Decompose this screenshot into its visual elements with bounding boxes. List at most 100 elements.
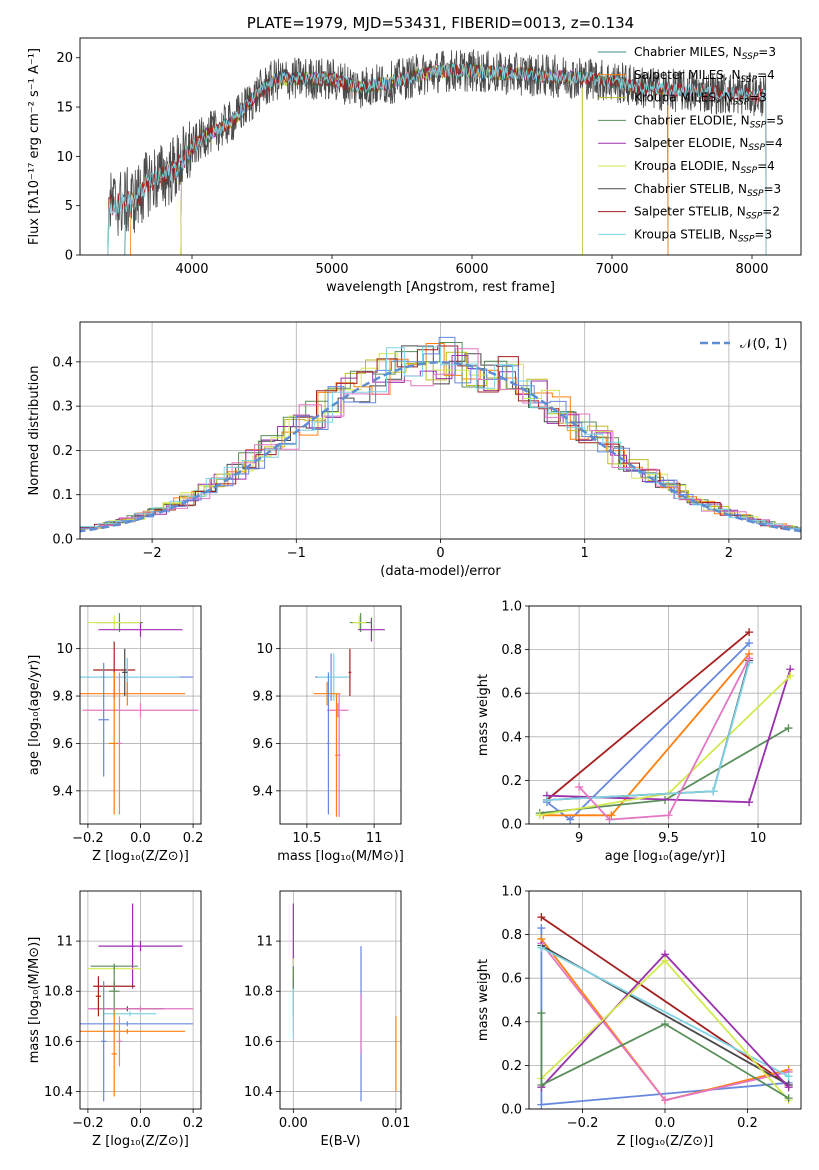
y-tick-label: 0.1 — [52, 488, 73, 503]
axes-frame — [79, 605, 202, 825]
weight-marker — [745, 639, 754, 648]
y-tick-label: 10.4 — [244, 1085, 273, 1100]
x-axis-label: E(B-V) — [320, 1134, 360, 1149]
y-tick-label: 0.6 — [501, 972, 522, 987]
weight-marker — [661, 1019, 669, 1028]
errorbar-point — [98, 941, 183, 952]
legend-entry: Kroupa ELODIE, NSSP=4 — [634, 159, 775, 176]
spectrum-series-line — [107, 62, 767, 255]
weight-series-line — [540, 916, 790, 1086]
weight-series-line — [540, 1013, 790, 1099]
y-tick-label: 10.6 — [244, 1035, 273, 1050]
y-tick-label: 10 — [56, 642, 73, 657]
plot-area — [537, 913, 793, 1109]
weight-marker — [784, 1072, 793, 1081]
weight-marker — [745, 628, 754, 637]
weight-marker — [537, 924, 546, 933]
panel-weight_vs_Z: −0.2 0.0 0.2 0.0 0.2 0.4 0.6 0.8 1.0 Z [log₁₀(Z/Z… — [476, 885, 802, 1149]
y-tick-label: 0.2 — [501, 774, 522, 789]
weight-marker — [537, 913, 546, 922]
y-tick-label: 1.0 — [501, 600, 522, 615]
histogram-line — [80, 346, 801, 531]
x-tick-label: 0.0 — [130, 831, 151, 846]
legend-entry: Kroupa STELIB, NSSP=3 — [634, 227, 772, 244]
plot-area — [535, 628, 795, 824]
weight-marker — [745, 798, 754, 807]
histogram-line — [80, 345, 801, 532]
weight-series-line — [546, 631, 750, 801]
weight-marker — [607, 811, 616, 820]
axes-frame — [528, 605, 802, 825]
x-tick-label: 0 — [436, 546, 444, 561]
weight-marker — [784, 724, 793, 733]
legend-entry: Salpeter MILES, NSSP=4 — [634, 68, 775, 85]
y-tick-label: 20 — [56, 51, 73, 66]
x-tick-label: 0.0 — [130, 1116, 151, 1131]
y-tick-label: 9.4 — [252, 784, 273, 799]
panel-age_vs_mass: 10.5 11 9.4 9.6 9.8 10 mass [log₁₀(M/M⊙)] — [252, 605, 404, 864]
weight-marker — [661, 956, 669, 965]
x-tick-label: 0.2 — [183, 831, 204, 846]
x-tick-label: −0.2 — [567, 1116, 599, 1131]
y-tick-label: 9.8 — [52, 690, 73, 705]
x-tick-label: −1 — [287, 546, 306, 561]
panel-residuals: −2 −1 0 1 2 0.0 0.1 0.2 0.3 0.4 (data-model)/error… — [27, 321, 802, 579]
x-tick-label: 1 — [581, 546, 589, 561]
weight-series-line — [546, 662, 750, 801]
errorbar-point — [327, 672, 330, 815]
weight-marker — [575, 782, 584, 791]
y-tick-label: 15 — [56, 101, 73, 116]
weight-series-line — [546, 642, 750, 821]
errorbar-point — [116, 672, 123, 815]
errorbar-point — [95, 976, 102, 1017]
x-tick-label: 10 — [750, 831, 767, 846]
errorbar-point — [80, 681, 186, 706]
y-tick-label: 10.6 — [44, 1035, 73, 1050]
panel-mass_vs_ebv: 0.00 0.01 10.4 10.6 10.8 11 E(B-V) — [244, 890, 410, 1149]
y-axis-label: age [log₁₀(age/yr)] — [27, 655, 42, 776]
errorbar-point — [103, 1011, 157, 1017]
y-tick-label: 5 — [65, 199, 73, 214]
errorbar-point — [335, 693, 338, 817]
x-axis-label: Z [log₁₀(Z/Z⊙)] — [92, 849, 189, 864]
errorbar-point — [357, 617, 385, 642]
axes-frame — [528, 890, 802, 1110]
spectrum-series-line — [180, 62, 583, 255]
weight-marker — [566, 815, 575, 824]
panel-mass_vs_Z: −0.2 0.0 0.2 10.4 10.6 10.8 11 Z [log₁₀(Z/Z⊙)] m… — [27, 890, 204, 1149]
weight-marker — [537, 1100, 546, 1109]
axes-frame — [79, 890, 202, 1110]
errorbar-point — [98, 622, 183, 637]
errorbar-point — [129, 903, 136, 989]
legend-entry: Salpeter ELODIE, NSSP=4 — [634, 136, 783, 153]
y-tick-label: 0.4 — [501, 1015, 522, 1030]
y-tick-label: 0.3 — [52, 400, 73, 415]
x-axis-label: Z [log₁₀(Z/Z⊙)] — [92, 1134, 189, 1149]
weight-marker — [661, 1096, 669, 1105]
errorbar-point — [80, 1028, 186, 1034]
y-tick-label: 0.4 — [52, 355, 73, 370]
x-tick-label: 0.00 — [279, 1116, 308, 1131]
y-tick-label: 9.6 — [52, 737, 73, 752]
plot-area — [313, 613, 385, 817]
weight-marker — [784, 1094, 793, 1103]
y-tick-label: 10.8 — [244, 985, 273, 1000]
weight-marker — [537, 1081, 546, 1090]
panel-age_vs_Z: −0.2 0.0 0.2 9.4 9.6 9.8 10 Z [log₁₀(Z/Z⊙)] age … — [27, 605, 204, 864]
plot-area — [107, 49, 767, 255]
plot-area — [292, 903, 397, 1102]
x-tick-label: 0.2 — [183, 1116, 204, 1131]
histogram-line — [80, 336, 801, 529]
plot-area — [80, 336, 801, 533]
x-tick-label: −0.2 — [72, 1116, 104, 1131]
x-tick-label: 8000 — [735, 262, 768, 277]
axes-frame — [79, 37, 802, 256]
errorbar-point — [108, 966, 120, 1017]
normal-curve — [80, 361, 801, 533]
x-axis-label: age [log₁₀(age/yr)] — [605, 849, 726, 864]
y-tick-label: 0 — [65, 249, 73, 264]
weight-marker — [605, 815, 614, 824]
x-tick-label: 9.5 — [658, 831, 679, 846]
x-tick-label: 0.0 — [655, 1116, 676, 1131]
